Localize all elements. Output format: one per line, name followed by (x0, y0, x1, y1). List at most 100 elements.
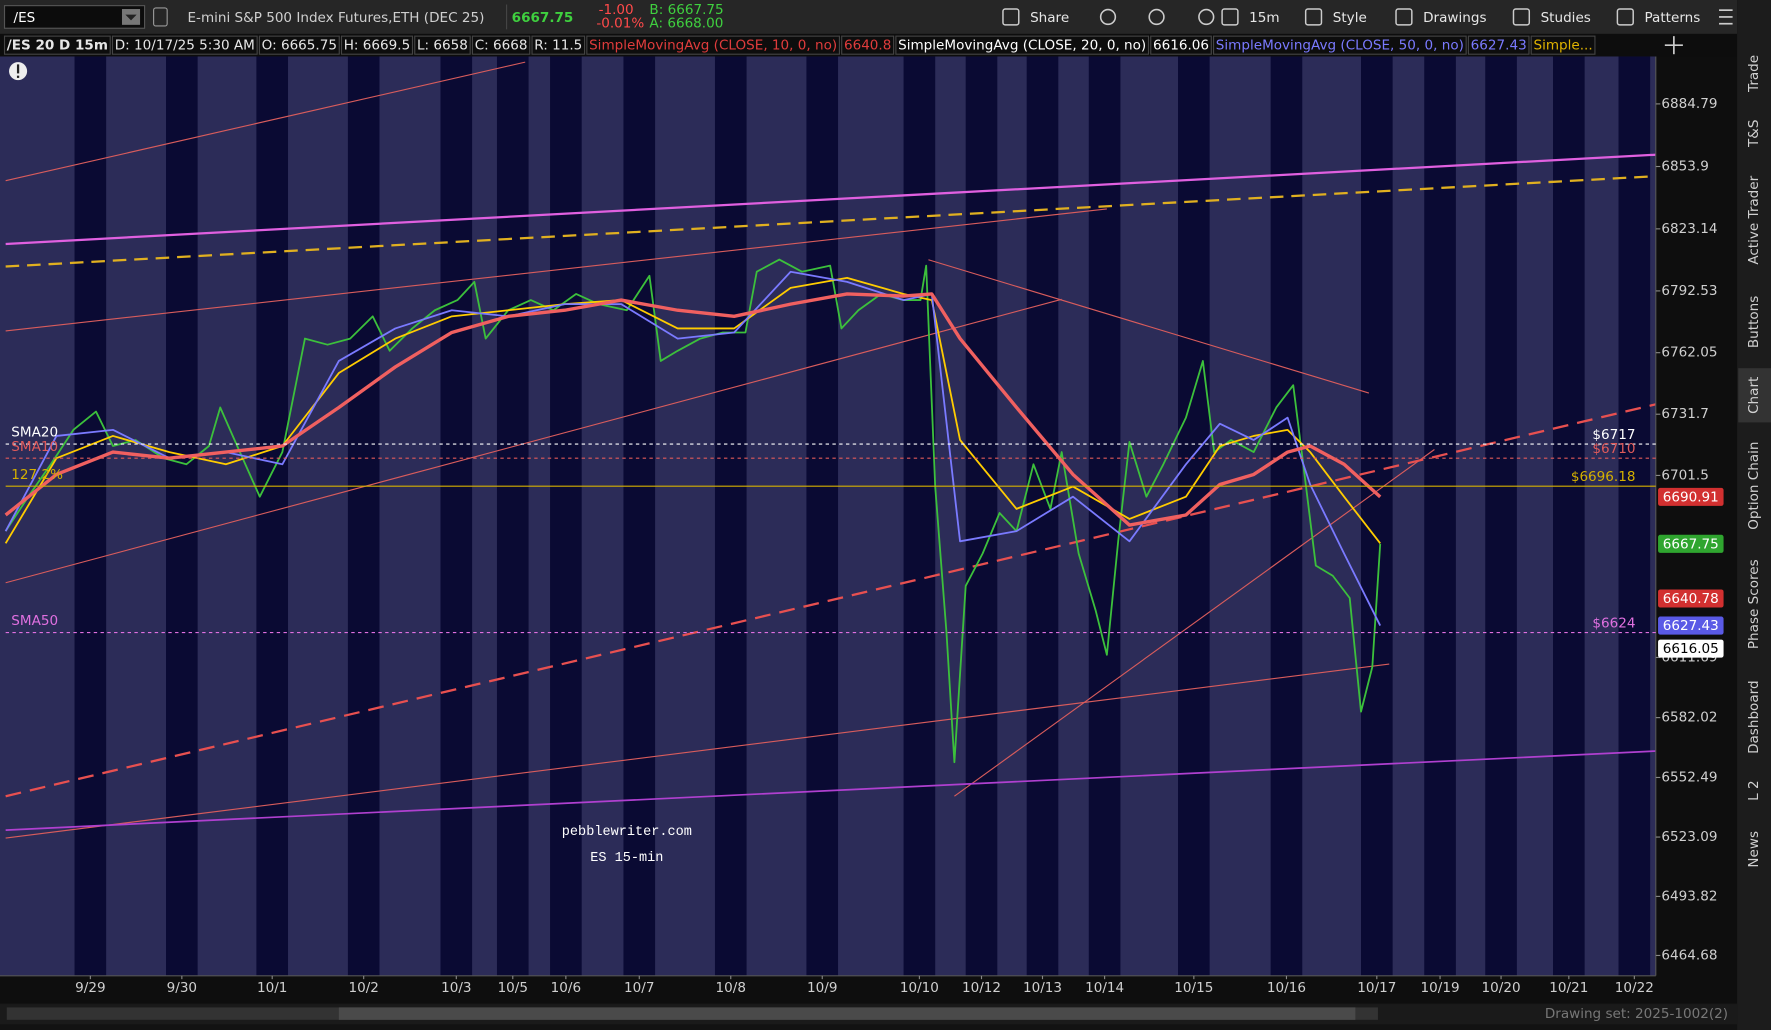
x-tick-label: 10/8 (716, 980, 746, 996)
active-tab (1738, 368, 1771, 423)
trend-line (5, 663, 1390, 839)
session-band (440, 56, 473, 976)
y-tick-label: 6792.53 (1661, 283, 1717, 299)
scroll-thumb[interactable] (338, 1007, 1356, 1020)
toolbar-icon[interactable] (1512, 8, 1531, 26)
ask: A: 6668.00 (649, 16, 723, 32)
x-tick-label: 10/14 (1085, 980, 1124, 996)
y-tick-label: 6701.5 (1661, 467, 1708, 483)
session-bands (74, 56, 1651, 976)
toolbar-button[interactable]: Patterns (1644, 10, 1700, 26)
x-tick-label: 10/17 (1357, 980, 1396, 996)
sidebar-tab[interactable]: Option Chain (1746, 442, 1762, 530)
sidebar-tab[interactable]: Phase Scores (1746, 559, 1762, 649)
x-tick-label: 10/12 (962, 980, 1001, 996)
session-band (1424, 56, 1456, 976)
y-tick-label: 6762.05 (1661, 345, 1717, 361)
toolbar-button[interactable]: 15m (1249, 10, 1279, 26)
y-tick-label: 6853.9 (1661, 159, 1708, 175)
trend-line (928, 259, 1370, 394)
price-line (4, 258, 1382, 764)
session-band (714, 56, 747, 976)
price-tag-label: 6616.05 (1663, 641, 1719, 657)
channel-line (5, 175, 1656, 268)
price-tag (1658, 534, 1724, 553)
study-name: SimpleMovingAvg (CLOSE, 10, 0, no) (589, 38, 837, 54)
value-box (111, 35, 258, 55)
value-box (841, 35, 895, 55)
value-box (471, 35, 531, 55)
price-tag-label: 6627.43 (1663, 618, 1719, 634)
toolbar-button[interactable]: Drawings (1423, 10, 1486, 26)
toolbar-icon[interactable] (1616, 8, 1634, 26)
net-change-pct: -0.01% (596, 16, 644, 32)
sidebar-tab[interactable]: T&S (1746, 120, 1762, 148)
watermark: pebblewriter.com (562, 825, 692, 840)
sidebar-tab[interactable]: Chart (1746, 377, 1762, 414)
separator (506, 4, 508, 30)
dropdown-arrow (125, 14, 137, 21)
value-box (1150, 35, 1212, 55)
y-tick-label: 6823.14 (1661, 221, 1717, 237)
toolbar-button[interactable]: Share (1030, 10, 1069, 26)
trend-line (5, 61, 526, 182)
value-box (1467, 35, 1530, 55)
study-line (4, 292, 1382, 527)
value-box (258, 35, 340, 55)
price-axis (1655, 56, 1738, 976)
toolbar-icon[interactable] (1304, 8, 1323, 26)
sidebar-tab[interactable]: Buttons (1746, 296, 1762, 348)
price-tag-label: 6640.78 (1663, 591, 1719, 607)
price-tag (1658, 589, 1724, 608)
session-band (903, 56, 936, 976)
x-tick-label: 10/6 (551, 980, 581, 996)
value-box (1530, 35, 1596, 55)
header-item: D: 10/17/25 5:30 AM (115, 38, 255, 54)
y-tick-label: 6523.09 (1661, 829, 1717, 845)
session-band (550, 56, 582, 976)
sidebar (1737, 0, 1771, 1030)
price-level-tag: 127.2% (11, 467, 63, 483)
session-band (256, 56, 289, 976)
sidebar-tab[interactable]: News (1746, 831, 1762, 868)
session-band (806, 56, 839, 976)
study-value: 6616.06 (1153, 38, 1209, 54)
toolbar-button[interactable]: Studies (1541, 10, 1591, 26)
value-box (3, 35, 111, 55)
header-item: /ES 20 D 15m (7, 38, 108, 54)
toolbar-icon[interactable] (1148, 8, 1165, 26)
header-item: C: 6668 (475, 38, 528, 54)
toolbar-button[interactable]: Style (1333, 10, 1367, 26)
toolbar-icon[interactable] (1002, 8, 1020, 26)
sidebar-tab[interactable]: Dashboard (1746, 680, 1762, 753)
watermark: ES 15-min (590, 851, 663, 866)
toolbar-icon[interactable] (1221, 8, 1239, 26)
crosshair-icon[interactable] (1664, 36, 1683, 55)
value-box (586, 35, 841, 55)
toolbar-icon[interactable] (1198, 8, 1215, 26)
symbol-box[interactable] (3, 5, 146, 29)
bid: B: 6667.75 (649, 2, 723, 18)
sidebar-tab[interactable]: Active Trader (1746, 175, 1762, 264)
sidebar-tab[interactable]: L 2 (1746, 780, 1762, 800)
toolbar-icon[interactable] (1395, 8, 1413, 26)
symbol[interactable]: /ES (14, 10, 36, 26)
session-band (347, 56, 380, 976)
session-band (1270, 56, 1303, 976)
toolbar-icon[interactable] (1099, 8, 1117, 26)
x-tick-label: 10/7 (624, 980, 654, 996)
trend-line (5, 298, 1062, 584)
alert-mark (16, 64, 20, 74)
y-tick-label: 6884.79 (1661, 96, 1717, 112)
session-band (1485, 56, 1517, 976)
price-level-label: $6717 (1592, 427, 1635, 443)
sidebar-tab[interactable]: Trade (1746, 55, 1762, 93)
x-tick-label: 10/21 (1549, 980, 1588, 996)
value-box (531, 35, 586, 55)
drawings (5, 61, 1657, 839)
price-level-tag: SMA10 (11, 439, 58, 455)
net-change: -1.00 (599, 2, 634, 18)
drawing-set[interactable]: Drawing set: 2025-1002(2) (1545, 1006, 1728, 1022)
x-tick-label: 10/2 (348, 980, 378, 996)
link-icon[interactable] (153, 7, 168, 27)
